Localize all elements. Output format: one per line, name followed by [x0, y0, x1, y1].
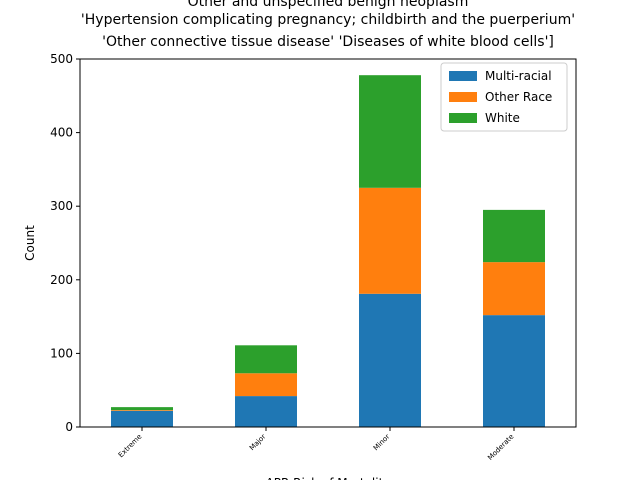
bar-segment: [235, 345, 297, 374]
bar-segment: [359, 75, 421, 188]
x-tick-label: Moderate: [486, 433, 515, 462]
x-tick-label: Minor: [372, 433, 392, 453]
bar-segment: [235, 373, 297, 397]
chart-title: 'Other and unspecified benign neoplasm': [184, 0, 472, 10]
y-tick-label: 200: [50, 273, 73, 287]
plot-frame: [79, 58, 577, 428]
bar-segment: [359, 293, 421, 427]
bar-segment: [111, 410, 173, 411]
y-tick-label: 500: [50, 52, 73, 66]
legend-label: Multi-racial: [485, 69, 552, 83]
x-tick-label: Extreme: [117, 433, 143, 459]
bar-segment: [483, 262, 545, 316]
y-tick-label: 100: [50, 346, 73, 360]
x-axis-label: APR Risk of Mortality: [266, 476, 391, 480]
legend-swatch: [449, 71, 477, 81]
legend-label: White: [485, 111, 520, 125]
bar-segment: [111, 407, 173, 411]
bar-segment: [111, 410, 173, 427]
y-tick-label: 400: [50, 126, 73, 140]
bar-segment: [483, 209, 545, 263]
chart-title: 'Hypertension complicating pregnancy; ch…: [81, 12, 575, 28]
legend-label: Other Race: [485, 90, 552, 104]
x-tick-label: Major: [248, 433, 267, 452]
legend-swatch: [449, 92, 477, 102]
bar-segment: [483, 315, 545, 427]
y-tick-label: 300: [50, 199, 73, 213]
y-axis-label: Count: [23, 225, 37, 261]
chart-title: 'Other connective tissue disease' 'Disea…: [102, 34, 554, 50]
legend-swatch: [449, 113, 477, 123]
bar-segment: [235, 396, 297, 427]
bar-segment: [359, 187, 421, 294]
y-tick-label: 0: [65, 420, 73, 434]
